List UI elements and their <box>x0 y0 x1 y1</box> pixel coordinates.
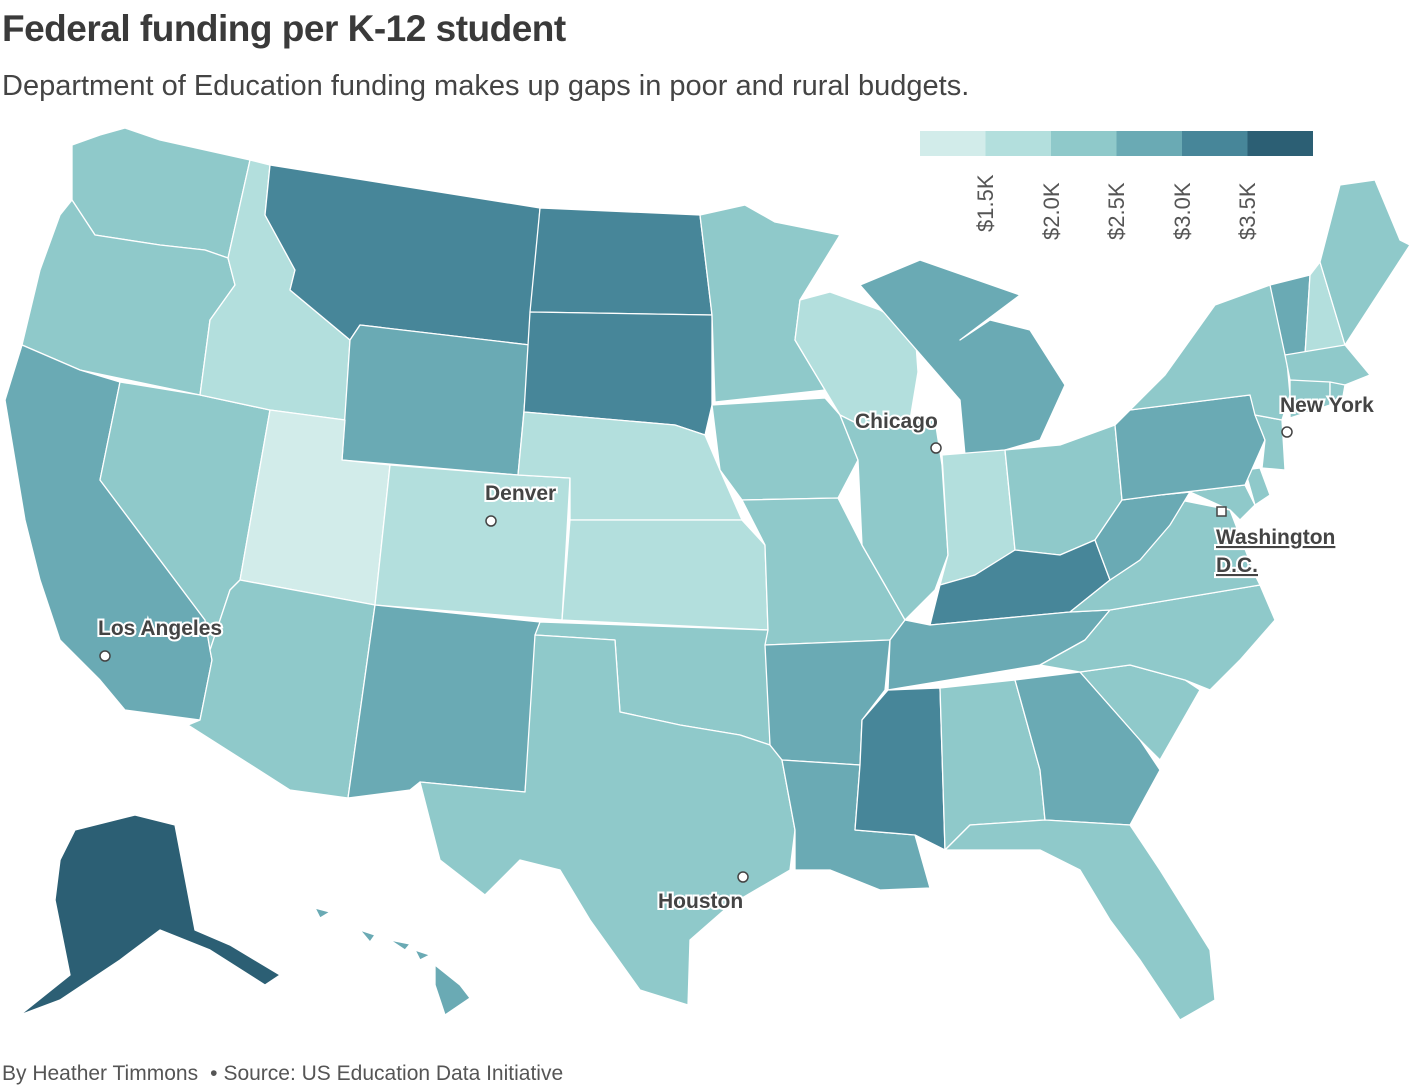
state-kansas[interactable] <box>561 519 769 631</box>
state-colorado[interactable] <box>374 464 571 621</box>
legend-swatch-4 <box>1116 131 1182 156</box>
city-label-washington: Washington <box>1216 526 1335 549</box>
state-michigan[interactable] <box>859 259 1066 456</box>
legend-swatch-5 <box>1182 131 1248 156</box>
state-iowa[interactable] <box>711 397 859 501</box>
state-texas[interactable] <box>419 634 796 1006</box>
city-chicago: Chicago <box>853 408 942 454</box>
city-label-denver: Denver <box>485 482 556 505</box>
city-denver: Denver <box>483 480 558 527</box>
city-label-new-york: New York <box>1280 394 1374 417</box>
state-mississippi[interactable] <box>854 687 946 851</box>
color-legend: $1.5K $2.0K $2.5K $3.0K $3.5K <box>920 131 1313 240</box>
chart-title: Federal funding per K-12 student <box>2 8 566 49</box>
state-alaska[interactable] <box>19 814 281 1016</box>
city-houston: Houston <box>656 871 749 915</box>
city-dot <box>99 650 111 662</box>
state-delaware[interactable] <box>1244 467 1271 506</box>
city-washington-dc: Washington D.C. <box>1214 506 1337 579</box>
city-label-dc: D.C. <box>1216 554 1258 577</box>
legend-tick-4: $3.0K <box>1170 182 1195 240</box>
footer-separator: • <box>210 1062 218 1085</box>
city-dot <box>485 515 497 527</box>
city-label-los-angeles: Los Angeles <box>98 617 222 640</box>
city-dot <box>1281 426 1293 438</box>
city-label-houston: Houston <box>658 890 743 913</box>
legend-tick-3: $2.5K <box>1104 182 1129 240</box>
legend-swatch-1 <box>920 131 986 156</box>
byline: By Heather Timmons <box>2 1062 199 1085</box>
city-dot <box>930 442 942 454</box>
legend-tick-1: $1.5K <box>973 174 998 232</box>
footer: By Heather Timmons • Source: US Education … <box>2 1062 563 1086</box>
legend-swatch-2 <box>985 131 1051 156</box>
legend-tick-5: $3.5K <box>1235 182 1260 240</box>
state-north-dakota[interactable] <box>529 207 713 316</box>
city-dot <box>737 871 749 883</box>
state-shapes <box>4 127 1411 1021</box>
source-note: Source: US Education Data Initiative <box>223 1062 564 1085</box>
city-new-york: New York <box>1278 392 1376 438</box>
state-pennsylvania[interactable] <box>1114 394 1266 501</box>
state-wisconsin[interactable] <box>794 291 919 426</box>
state-hawaii[interactable] <box>314 907 471 1016</box>
legend-tick-2: $2.0K <box>1039 182 1064 240</box>
state-rhode-island[interactable] <box>1329 381 1346 406</box>
state-massachusetts[interactable] <box>1284 344 1371 386</box>
legend-swatch-6 <box>1247 131 1313 156</box>
legend-swatch-3 <box>1051 131 1117 156</box>
state-wyoming[interactable] <box>341 324 531 476</box>
state-florida[interactable] <box>944 819 1216 1021</box>
city-markers: Denver Chicago New York Washington D.C. … <box>96 392 1376 915</box>
capital-marker <box>1216 506 1227 517</box>
state-new-mexico[interactable] <box>347 604 541 799</box>
state-new-york[interactable] <box>1129 284 1291 421</box>
city-label-chicago: Chicago <box>855 410 938 433</box>
chart-subtitle: Department of Education funding makes up… <box>2 70 970 102</box>
state-north-carolina[interactable] <box>1039 584 1276 691</box>
city-los-angeles: Los Angeles <box>96 615 224 662</box>
